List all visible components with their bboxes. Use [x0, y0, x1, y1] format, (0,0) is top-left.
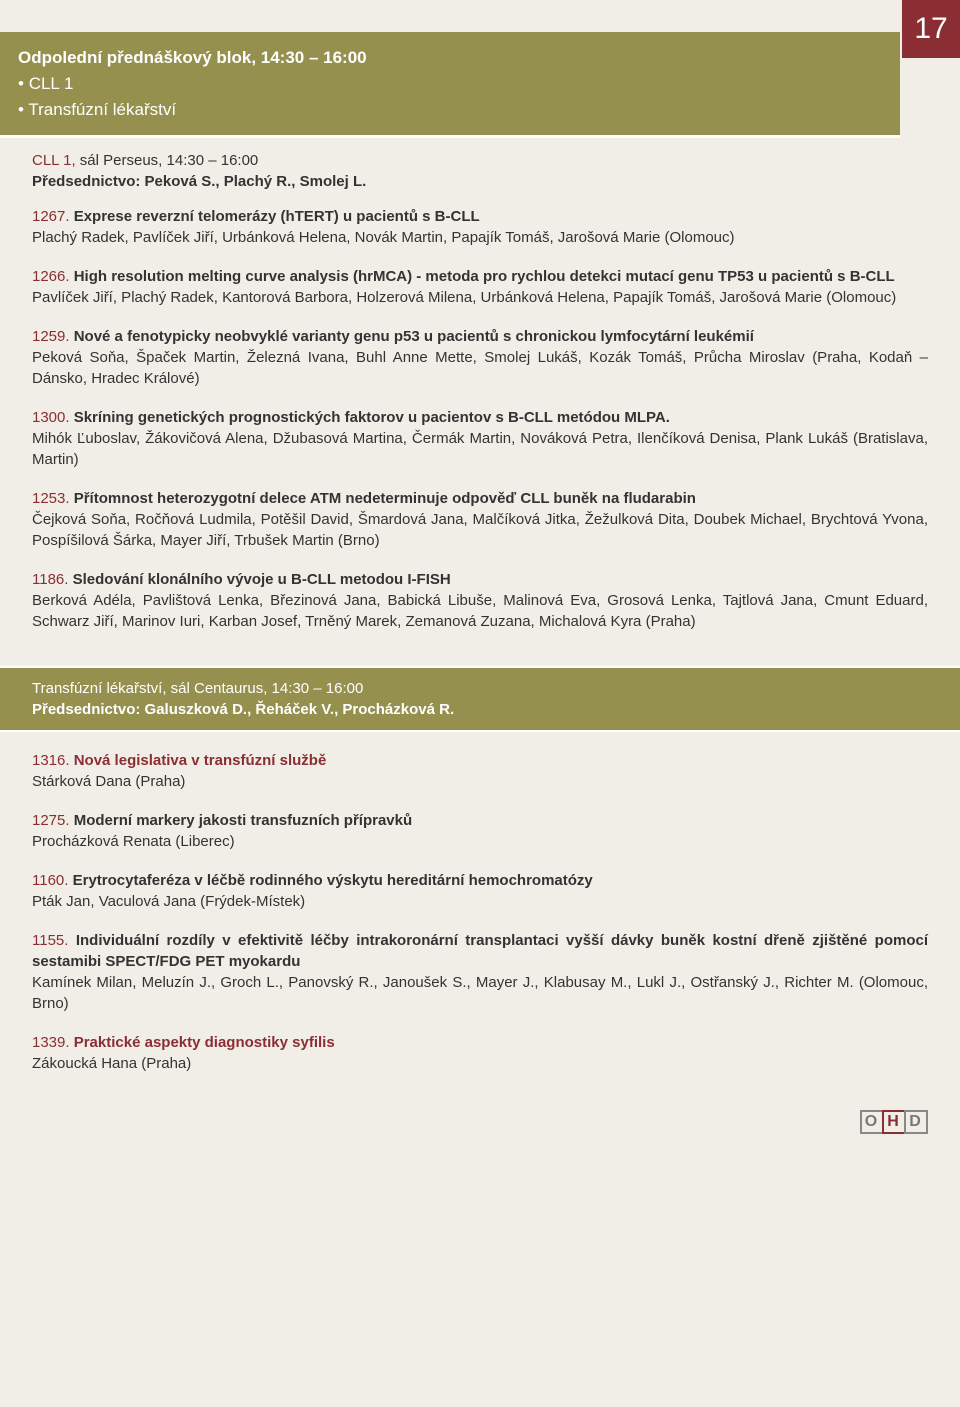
abstract-number: 1155.	[32, 932, 68, 949]
abstract-number: 1300.	[32, 409, 70, 426]
abstract-item: 1155. Individuální rozdíly v efektivitě …	[32, 930, 928, 1014]
abstract-item: 1300. Skríning genetických prognostickýc…	[32, 407, 928, 470]
page-number-badge: 17	[902, 0, 960, 58]
abstract-title: Exprese reverzní telomerázy (hTERT) u pa…	[70, 208, 480, 225]
abstract-number: 1186.	[32, 571, 68, 588]
abstract-authors: Pták Jan, Vaculová Jana (Frýdek-Místek)	[32, 891, 928, 912]
abstract-item: 1267. Exprese reverzní telomerázy (hTERT…	[32, 206, 928, 248]
logo-h: H	[882, 1110, 906, 1134]
abstract-title: Přítomnost heterozygotní delece ATM nede…	[70, 490, 696, 507]
logo-o: O	[860, 1110, 884, 1134]
abstract-title: Praktické aspekty diagnostiky syfilis	[70, 1034, 335, 1051]
logo-d: D	[904, 1110, 928, 1134]
abstract-number: 1160.	[32, 872, 68, 889]
block1-red: CLL 1,	[32, 152, 76, 169]
abstract-authors: Procházková Renata (Liberec)	[32, 831, 928, 852]
abstract-title: Moderní markery jakosti transfuzních pří…	[70, 812, 413, 829]
abstract-item: 1253. Přítomnost heterozygotní delece AT…	[32, 488, 928, 551]
abstract-item: 1259. Nové a fenotypicky neobvyklé varia…	[32, 326, 928, 389]
session-sub-2: Transfúzní lékařství	[18, 98, 882, 122]
content-block-2: 1316. Nová legislativa v transfúzní služ…	[0, 732, 960, 1100]
abstract-title: Sledování klonálního vývoje u B-CLL meto…	[68, 571, 450, 588]
abstract-authors: Zákoucká Hana (Praha)	[32, 1053, 928, 1074]
abstract-authors: Pavlíček Jiří, Plachý Radek, Kantorová B…	[32, 287, 928, 308]
block1-chair: Předsednictvo: Peková S., Plachý R., Smo…	[32, 171, 928, 192]
abstract-number: 1266.	[32, 268, 70, 285]
block2-white: Transfúzní lékařství,	[32, 680, 171, 697]
abstract-authors: Berková Adéla, Pavlištová Lenka, Březino…	[32, 590, 928, 632]
abstract-item: 1275. Moderní markery jakosti transfuzní…	[32, 810, 928, 852]
session-title: Odpolední přednáškový blok, 14:30 – 16:0…	[18, 46, 882, 70]
abstract-item: 1186. Sledování klonálního vývoje u B-CL…	[32, 569, 928, 632]
abstract-title: Erytrocytaferéza v léčbě rodinného výsky…	[68, 872, 592, 889]
block1-heading: CLL 1, sál Perseus, 14:30 – 16:00 Předse…	[32, 150, 928, 192]
abstract-authors: Peková Soňa, Špaček Martin, Železná Ivan…	[32, 347, 928, 389]
content-block-1: CLL 1, sál Perseus, 14:30 – 16:00 Předse…	[0, 138, 960, 658]
session-header: Odpolední přednáškový blok, 14:30 – 16:0…	[0, 32, 900, 138]
block2-bar: Transfúzní lékařství, sál Centaurus, 14:…	[0, 666, 960, 732]
abstract-title: Skríning genetických prognostických fakt…	[70, 409, 670, 426]
block2-rest: sál Centaurus, 14:30 – 16:00	[171, 680, 364, 697]
abstract-item: 1266. High resolution melting curve anal…	[32, 266, 928, 308]
abstract-item: 1160. Erytrocytaferéza v léčbě rodinného…	[32, 870, 928, 912]
footer-logo: OHD	[0, 1100, 960, 1152]
abstract-authors: Stárková Dana (Praha)	[32, 771, 928, 792]
abstract-item: 1316. Nová legislativa v transfúzní služ…	[32, 750, 928, 792]
abstract-number: 1259.	[32, 328, 70, 345]
abstract-title: Nové a fenotypicky neobvyklé varianty ge…	[70, 328, 754, 345]
abstract-number: 1275.	[32, 812, 70, 829]
abstract-title: Nová legislativa v transfúzní službě	[70, 752, 327, 769]
abstract-authors: Mihók Ľuboslav, Žákovičová Alena, Džubas…	[32, 428, 928, 470]
block1-rest: sál Perseus, 14:30 – 16:00	[76, 152, 259, 169]
abstract-number: 1253.	[32, 490, 70, 507]
abstract-number: 1316.	[32, 752, 70, 769]
abstract-authors: Čejková Soňa, Ročňová Ludmila, Potěšil D…	[32, 509, 928, 551]
abstract-title: Individuální rozdíly v efektivitě léčby …	[32, 932, 928, 970]
abstract-number: 1267.	[32, 208, 70, 225]
abstract-number: 1339.	[32, 1034, 70, 1051]
abstract-authors: Plachý Radek, Pavlíček Jiří, Urbánková H…	[32, 227, 928, 248]
abstract-authors: Kamínek Milan, Meluzín J., Groch L., Pan…	[32, 972, 928, 1014]
session-sub-1: CLL 1	[18, 72, 882, 96]
block2-chair: Předsednictvo: Galuszková D., Řeháček V.…	[32, 699, 928, 720]
abstract-title: High resolution melting curve analysis (…	[70, 268, 895, 285]
abstract-item: 1339. Praktické aspekty diagnostiky syfi…	[32, 1032, 928, 1074]
